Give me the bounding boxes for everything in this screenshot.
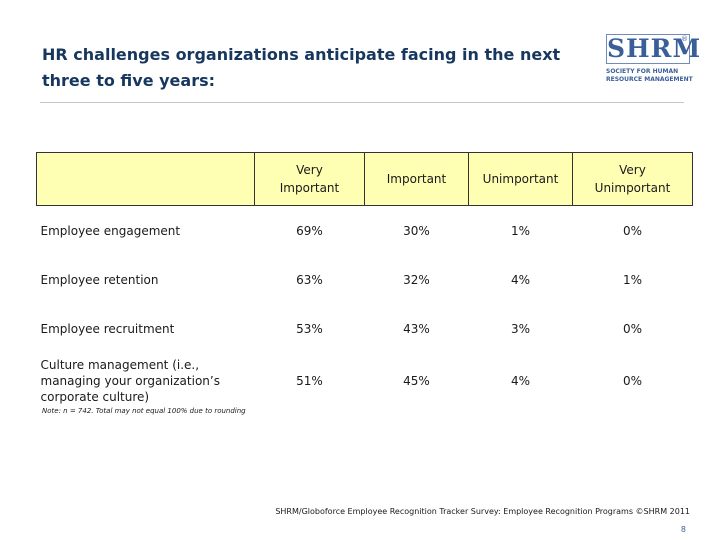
- logo-mark: SHRM: [606, 34, 702, 64]
- slide-title: HR challenges organizations anticipate f…: [42, 45, 561, 90]
- header-very-important: Very Important: [254, 152, 365, 206]
- cell-value: 43%: [403, 321, 430, 336]
- cell-value: 51%: [296, 374, 323, 388]
- cell-value: 4%: [510, 272, 531, 287]
- row-label: Culture management (i.e., managing your …: [40, 358, 220, 404]
- challenges-table: Very Important Important Unimportant Ver…: [36, 152, 693, 409]
- source-footer: SHRM/Globoforce Employee Recognition Tra…: [275, 507, 690, 516]
- cell-value: 0%: [622, 223, 643, 238]
- row-label: Employee retention: [40, 272, 159, 287]
- table-row: Employee recruitment 53% 43% 3% 0%: [37, 304, 693, 353]
- cell-value: 0%: [622, 321, 643, 336]
- logo-registered: ®: [681, 35, 688, 43]
- page-number: 8: [680, 525, 686, 534]
- table-row: Employee retention 63% 32% 4% 1%: [37, 255, 693, 304]
- header-very-unimportant: Very Unimportant: [572, 152, 693, 206]
- cell-value: 32%: [403, 272, 430, 287]
- table-note: Note: n = 742. Total may not equal 100% …: [42, 407, 246, 415]
- header-blank-cell: [36, 152, 255, 206]
- cell-value: 3%: [510, 321, 531, 336]
- table-row: Culture management (i.e., managing your …: [37, 353, 693, 409]
- title-divider: [40, 102, 684, 103]
- cell-value: 1%: [510, 223, 531, 238]
- cell-value: 0%: [622, 374, 643, 388]
- cell-value: 1%: [622, 272, 643, 287]
- table-row: Employee engagement 69% 30% 1% 0%: [37, 206, 693, 256]
- cell-value: 30%: [403, 223, 430, 238]
- cell-value: 53%: [296, 321, 323, 336]
- cell-value: 45%: [403, 374, 430, 388]
- shrm-logo: SHRM ® SOCIETY FOR HUMAN RESOURCE MANAGE…: [606, 34, 702, 90]
- table-header-row: Very Important Important Unimportant Ver…: [36, 152, 693, 206]
- row-label: Employee engagement: [40, 223, 181, 238]
- cell-value: 69%: [296, 223, 323, 238]
- row-label: Employee recruitment: [40, 321, 175, 336]
- header-unimportant: Unimportant: [468, 152, 573, 206]
- cell-value: 4%: [510, 374, 531, 388]
- logo-tagline-1: SOCIETY FOR HUMAN: [606, 68, 679, 75]
- logo-tagline-2: RESOURCE MANAGEMENT: [606, 76, 693, 83]
- cell-value: 63%: [296, 272, 323, 287]
- header-important: Important: [364, 152, 469, 206]
